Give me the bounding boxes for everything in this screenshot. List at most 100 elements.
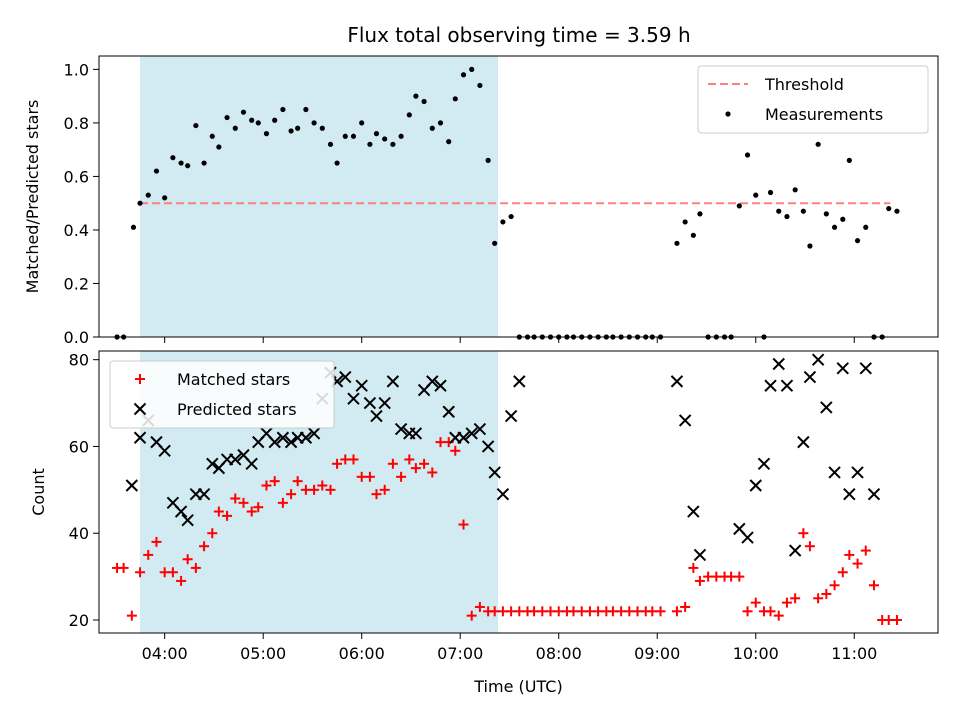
predicted-star-point	[741, 531, 754, 544]
measurement-point	[249, 117, 255, 123]
measurement-point	[753, 192, 759, 198]
cross-stroke-b	[513, 375, 526, 388]
matched-star-point	[813, 593, 824, 604]
measurement-point	[232, 125, 238, 131]
cross-stroke-b	[229, 453, 242, 466]
measurement-point	[193, 122, 199, 129]
matched-star-point	[176, 575, 187, 586]
cross-stroke-b	[504, 409, 518, 423]
matched-star-point	[671, 606, 682, 617]
measurement-point	[792, 187, 798, 193]
predicted-star-point	[820, 401, 833, 414]
cross-stroke-b	[299, 431, 313, 444]
cross-stroke-b	[339, 370, 352, 384]
measurement-point	[831, 224, 838, 230]
measurement-point	[894, 208, 900, 214]
matched-star-point	[126, 610, 137, 621]
measurement-point	[697, 211, 703, 217]
cross-stroke-b	[851, 466, 864, 479]
cross-stroke-b	[355, 379, 368, 392]
predicted-star-point	[687, 505, 700, 518]
x-tick-label: 04:00	[142, 644, 188, 663]
cross-stroke-b	[670, 375, 684, 388]
matched-star-point	[765, 606, 776, 617]
predicted-star-point	[378, 396, 391, 410]
measurement-point	[288, 128, 294, 134]
cross-stroke-b	[820, 401, 833, 414]
predicted-star-point	[125, 479, 139, 492]
predicted-star-point	[206, 457, 219, 471]
measurement-point	[224, 114, 230, 121]
measurement-point	[508, 213, 514, 220]
predicted-star-point	[245, 457, 258, 471]
matched-star-point	[868, 580, 879, 591]
measurement-point	[674, 240, 680, 246]
cross-stroke-b	[803, 370, 817, 384]
predicted-star-point	[434, 379, 447, 392]
matched-star-point	[182, 554, 193, 565]
cross-stroke-b	[496, 487, 510, 501]
predicted-star-point	[465, 427, 478, 440]
predicted-star-point	[481, 440, 495, 453]
measurement-point	[170, 155, 176, 161]
predicted-star-point	[386, 375, 400, 388]
cross-stroke-b	[693, 548, 707, 562]
predicted-star-point	[370, 409, 383, 423]
x-tick-label: 11:00	[831, 644, 877, 663]
measurement-point	[272, 117, 278, 123]
x-tick-label: 10:00	[733, 644, 779, 663]
measurement-point	[342, 133, 348, 139]
matched-star-point	[207, 528, 218, 539]
y-tick-label: 1.0	[64, 60, 89, 79]
matched-star-point	[213, 506, 224, 517]
matched-star-point	[891, 614, 902, 625]
matched-star-point	[396, 471, 407, 482]
cross-stroke-b	[867, 487, 881, 501]
y-tick-label: 0.0	[64, 328, 89, 347]
measurement-point	[413, 93, 419, 99]
x-tick-label: 08:00	[536, 644, 582, 663]
matched-legend-plus	[135, 374, 145, 384]
ratio-panel-ticks: 0.0 0.2 0.4 0.6 0.8 1.0	[64, 60, 855, 347]
predicted-star-point	[394, 422, 408, 436]
cross-stroke-b	[197, 487, 211, 501]
y-tick-label: 0.2	[64, 274, 89, 293]
cross-stroke-b	[347, 392, 360, 405]
matched-star-point	[773, 610, 784, 621]
ratio-y-axis-label: Matched/Predicted stars	[23, 100, 42, 294]
cross-stroke-b	[394, 422, 408, 436]
matched-star-point	[379, 484, 390, 495]
count-legend: Matched stars Predicted stars	[109, 360, 335, 429]
cross-stroke-b	[749, 479, 762, 492]
measurement-point	[690, 232, 696, 238]
measurement-point	[240, 109, 247, 115]
y-tick-label: 0.8	[64, 114, 89, 133]
predicted-star-point	[670, 375, 684, 388]
predicted-legend-label: Predicted stars	[177, 400, 297, 419]
predicted-star-point	[749, 479, 762, 492]
matched-legend-label: Matched stars	[177, 370, 290, 389]
matched-star-point	[261, 480, 272, 491]
measurement-point	[846, 157, 852, 163]
x-tick-label: 06:00	[339, 644, 385, 663]
measurement-point	[255, 120, 261, 126]
predicted-star-point	[867, 487, 881, 501]
measurements-legend-label: Measurements	[765, 105, 883, 124]
cross-stroke-b	[741, 531, 754, 544]
matched-star-point	[246, 506, 257, 517]
measurement-point	[137, 200, 143, 206]
measurement-point	[485, 157, 491, 163]
cross-stroke-b	[125, 479, 139, 492]
matched-star-point	[458, 519, 469, 530]
measurement-point	[390, 141, 396, 147]
matched-star-point	[694, 575, 705, 586]
matched-star-point	[387, 458, 398, 469]
matched-star-point	[348, 454, 359, 465]
matched-star-point	[410, 463, 421, 474]
measurement-point	[429, 125, 435, 131]
matched-star-point	[734, 571, 745, 582]
cross-stroke-b	[245, 457, 258, 471]
matched-legend-marker	[135, 374, 145, 384]
measurement-point	[162, 195, 168, 201]
measurement-point	[334, 160, 340, 166]
